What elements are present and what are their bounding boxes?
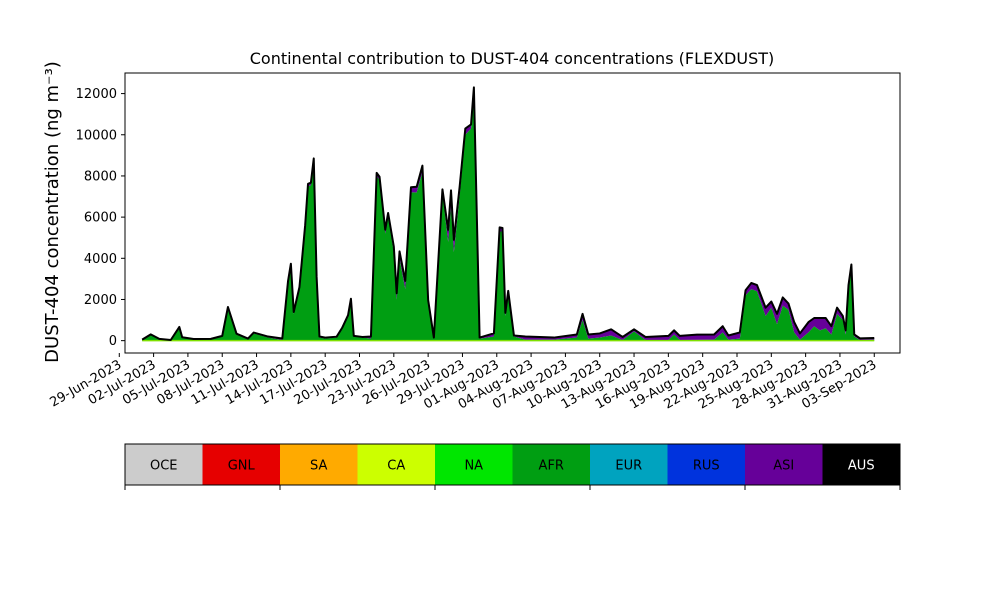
colorbar-label-na: NA xyxy=(464,459,483,474)
colorbar-label-ca: CA xyxy=(387,459,405,474)
y-tick-label: 2000 xyxy=(84,293,117,308)
total-concentration-line xyxy=(141,86,875,341)
colorbar-swatch-ca xyxy=(357,444,435,485)
colorbar-swatch-oce xyxy=(125,444,203,485)
colorbar-label-eur: EUR xyxy=(615,459,642,474)
colorbar-swatch-na xyxy=(435,444,513,485)
y-tick-label: 10000 xyxy=(76,128,117,143)
colorbar-frame xyxy=(124,443,901,486)
colorbar-swatch-sa xyxy=(280,444,358,485)
colorbar-label-oce: OCE xyxy=(150,459,178,474)
y-axis-label: DUST-404 concentration (ng m⁻³) xyxy=(42,61,63,363)
y-tick-label: 8000 xyxy=(84,169,117,184)
colorbar-label-aus: AUS xyxy=(848,459,875,474)
colorbar-label-gnl: GNL xyxy=(228,459,256,474)
colorbar-swatch-gnl xyxy=(202,444,280,485)
colorbar-label-rus: RUS xyxy=(693,459,720,474)
y-tick-label: 12000 xyxy=(76,87,117,102)
colorbar-label-asi: ASI xyxy=(773,459,794,474)
colorbar-swatch-asi xyxy=(745,444,823,485)
colorbar-swatch-afr xyxy=(512,444,590,485)
y-tick-label: 0 xyxy=(109,334,117,349)
colorbar-swatch-eur xyxy=(590,444,668,485)
colorbar-swatch-aus xyxy=(822,444,900,485)
y-tick-label: 6000 xyxy=(84,211,117,226)
colorbar-swatch-rus xyxy=(667,444,745,485)
colorbar-legend: OCE GNL SA CA NA AFR EUR RUS ASI AUS xyxy=(124,443,901,490)
plot-area: 02000400060008000100001200029-Jun-202302… xyxy=(47,72,901,413)
axes-frame xyxy=(124,72,901,354)
colorbar-label-afr: AFR xyxy=(539,459,564,474)
stacked-area-series xyxy=(141,86,875,342)
colorbar-label-sa: SA xyxy=(310,459,327,474)
y-tick-label: 4000 xyxy=(84,252,117,267)
chart-title: Continental contribution to DUST-404 con… xyxy=(250,49,775,68)
